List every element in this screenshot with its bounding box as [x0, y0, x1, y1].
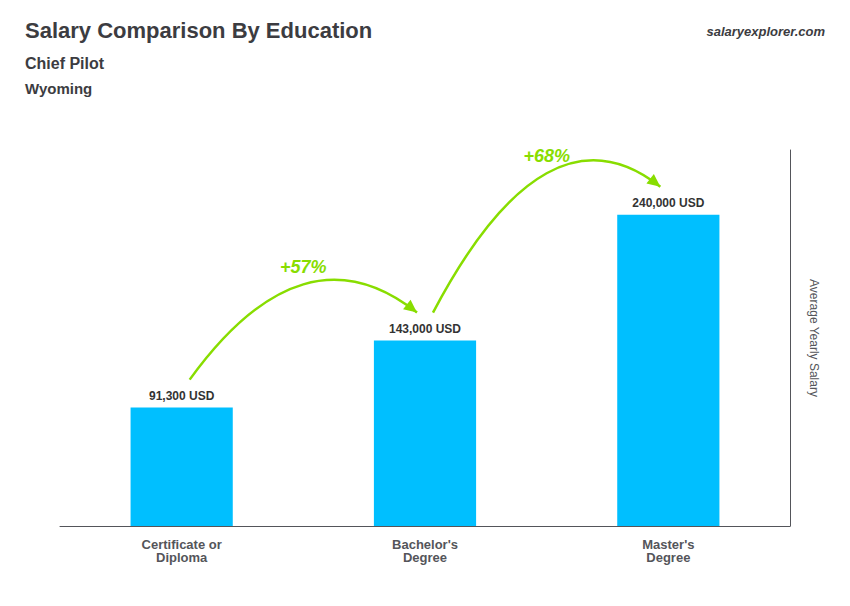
svg-text:Wyoming: Wyoming [25, 80, 92, 97]
svg-text:Degree: Degree [403, 550, 447, 565]
svg-text:Diploma: Diploma [156, 550, 208, 565]
svg-text:143,000 USD: 143,000 USD [389, 322, 461, 336]
svg-text:Certificate or: Certificate or [141, 537, 222, 552]
svg-text:240,000 USD: 240,000 USD [632, 196, 704, 210]
svg-text:salaryexplorer.com: salaryexplorer.com [706, 24, 825, 39]
svg-text:91,300 USD: 91,300 USD [149, 389, 215, 403]
svg-text:Average Yearly Salary: Average Yearly Salary [807, 279, 821, 397]
svg-text:Chief Pilot: Chief Pilot [25, 55, 105, 72]
svg-text:Degree: Degree [646, 550, 690, 565]
svg-text:+68%: +68% [523, 146, 570, 166]
svg-text:Salary Comparison By Education: Salary Comparison By Education [25, 18, 372, 43]
svg-text:+57%: +57% [280, 257, 327, 277]
svg-text:Master's: Master's [642, 537, 695, 552]
svg-text:Bachelor's: Bachelor's [392, 537, 458, 552]
